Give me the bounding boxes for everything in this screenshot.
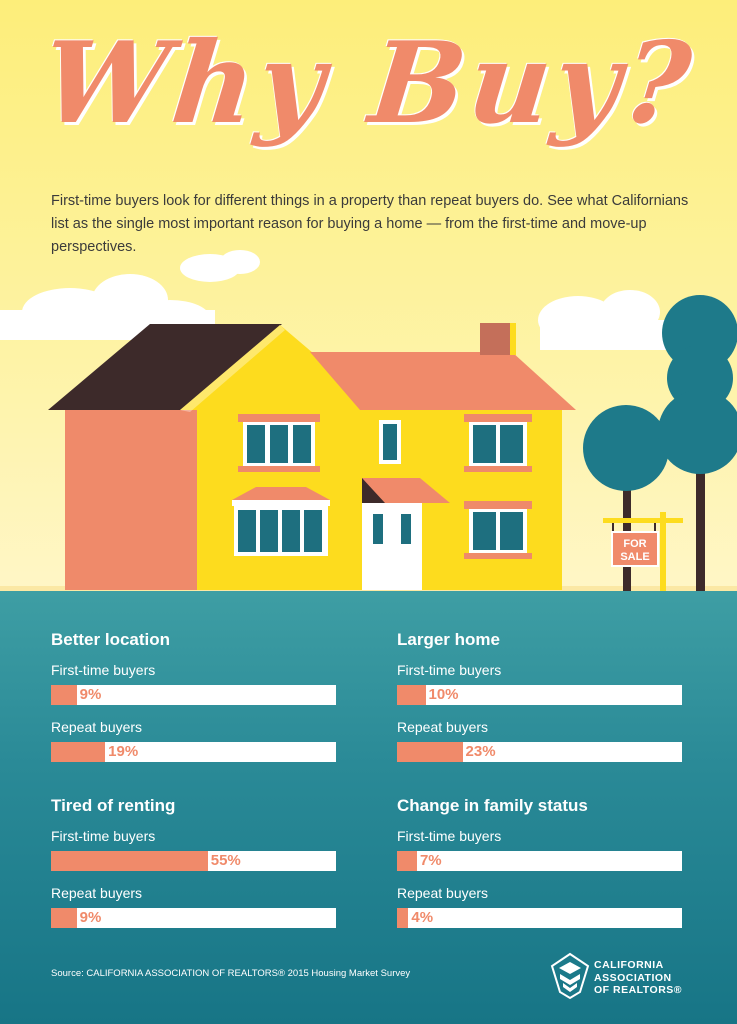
bar-label: Repeat buyers [51, 885, 143, 901]
chart-title: Larger home [397, 630, 500, 649]
hero-section: FOR SALE Why Buy? First-time buyers look… [0, 0, 737, 591]
bar-fill [397, 908, 409, 928]
bar-track: 7% [397, 851, 682, 871]
tree-small [583, 405, 669, 591]
bar-fill [397, 685, 426, 705]
bar-label: Repeat buyers [51, 719, 143, 735]
for-sale-sign: FOR SALE [603, 512, 683, 591]
tree-tall [658, 295, 737, 591]
bar-label: Repeat buyers [397, 719, 489, 735]
main-gable [180, 325, 380, 410]
chart-title: Change in family status [397, 796, 588, 815]
window-right-upper [464, 414, 532, 472]
logo-line3: OF REALTORS® [594, 984, 683, 996]
logo-line1: CALIFORNIA [594, 959, 664, 971]
main-gable-edge [180, 325, 285, 412]
bar-track: 4% [397, 908, 682, 928]
bar-value-label: 9% [79, 909, 102, 926]
window-main-upper [238, 414, 320, 472]
sign-line2: SALE [620, 551, 649, 563]
bar-fill [397, 851, 417, 871]
bar-value-label: 55% [210, 852, 241, 869]
bar-track: 55% [51, 851, 336, 871]
bar-fill [397, 742, 463, 762]
bar-track: 23% [397, 742, 682, 762]
roof-right [310, 352, 576, 410]
bar-track: 10% [397, 685, 682, 705]
bar-value-label: 4% [411, 909, 434, 926]
bar-value-label: 7% [419, 852, 442, 869]
intro-text: First-time buyers look for different thi… [51, 193, 689, 255]
bar-fill [51, 685, 77, 705]
bar-value-label: 9% [79, 686, 102, 703]
window-bay [232, 487, 330, 556]
page-title: Why Buy? [36, 18, 701, 149]
roof-left [48, 324, 282, 410]
bar-track: 9% [51, 908, 336, 928]
chart-tired-of-renting: Tired of renting First-time buyers 55% Repe… [51, 796, 336, 928]
source-note: Source: CALIFORNIA ASSOCIATION OF REALTO… [51, 968, 411, 979]
bar-label: First-time buyers [397, 828, 502, 844]
logo-line2: ASSOCIATION [594, 971, 672, 984]
bar-value-label: 19% [108, 743, 139, 760]
porch [362, 478, 450, 590]
bar-value-label: 23% [465, 743, 496, 760]
car-logo-text: CALIFORNIA ASSOCIATION OF REALTORS® [594, 959, 682, 997]
chart-better-location: Better location First-time buyers 9% Repeat… [51, 630, 336, 762]
chart-title: Better location [51, 630, 171, 649]
bar-fill [51, 742, 106, 762]
car-logo-icon [550, 952, 590, 1000]
house-left-wing [65, 410, 200, 590]
bar-track: 9% [51, 685, 336, 705]
bar-label: Repeat buyers [397, 885, 489, 901]
bar-fill [51, 851, 208, 871]
chart-change-in-family-status: Change in family status First-time buyers… [397, 796, 682, 928]
cloud-right [538, 290, 670, 350]
bar-track: 19% [51, 742, 336, 762]
house-scene-illustration: FOR SALE [0, 250, 737, 591]
sign-line1: FOR [623, 538, 646, 550]
bar-value-label: 10% [428, 686, 459, 703]
chart-title: Tired of renting [51, 796, 176, 815]
bar-label: First-time buyers [51, 662, 156, 678]
chimney [480, 323, 510, 355]
chart-larger-home: Larger home First-time buyers 10% Repeat bu… [397, 630, 682, 762]
car-logo: CALIFORNIA ASSOCIATION OF REALTORS® [550, 952, 690, 1004]
bar-fill [51, 908, 77, 928]
bar-label: First-time buyers [397, 662, 502, 678]
stats-panel: Better location First-time buyers 9% Repeat… [0, 591, 737, 1024]
window-right-lower [464, 501, 532, 559]
cloud-middle [180, 250, 260, 282]
bar-label: First-time buyers [51, 828, 156, 844]
window-small [379, 420, 401, 464]
